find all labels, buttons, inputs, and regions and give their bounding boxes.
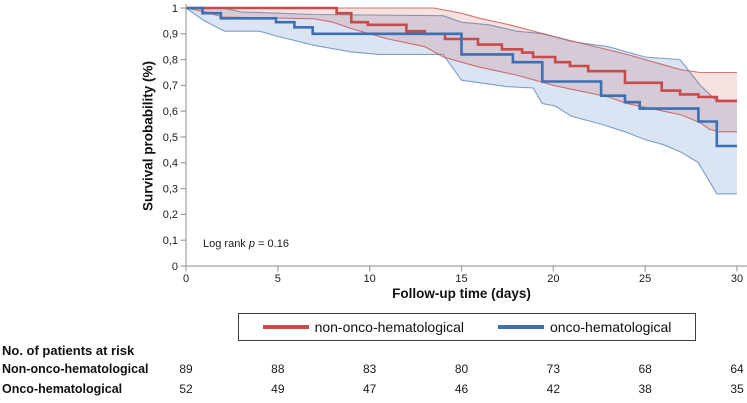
risk-count-value: 38 (638, 381, 652, 396)
blue-line-swatch-icon (498, 325, 545, 329)
x-tick-label: 30 (731, 273, 743, 285)
red-ci-upper-line (186, 7, 737, 74)
km-plot-canvas: 1 0,9 0,8 0,7 0,6 0,5 0,4 0,3 0,2 0,1 00 5 10 15 20 25 3… (163, 3, 747, 285)
legend-label-non-onco: non-onco-hematological (314, 319, 465, 335)
logrank-text-after: = 0.16 (255, 238, 289, 250)
blue-ci-lower-line (185, 7, 737, 195)
red-survival-curve (186, 6, 737, 103)
risk-count-value: 46 (454, 381, 469, 396)
x-tick-label: 0 (183, 273, 189, 285)
risk-count-value: 73 (546, 362, 560, 376)
risk-count-value: 83 (362, 362, 377, 376)
red-ci-lower-line (185, 7, 737, 133)
y-tick-label: 0,8 (163, 54, 178, 66)
blue-survival-curve (186, 6, 737, 148)
risk-table-header: No. of patients at risk (2, 343, 135, 358)
risk-count-value: 68 (638, 362, 652, 376)
logrank-p-symbol: p (248, 238, 255, 250)
risk-row-label: Non-onco-hematological (2, 362, 149, 376)
x-tick-label: 10 (364, 273, 376, 285)
legend-item-non-onco: non-onco-hematological (262, 319, 465, 335)
risk-count-value: 35 (730, 381, 744, 396)
logrank-text-before: Log rank (203, 238, 249, 250)
y-tick-label: 0,9 (163, 29, 178, 41)
risk-count-value: 47 (362, 381, 377, 396)
risk-count-value: 89 (179, 362, 193, 376)
y-tick-label: 0,4 (163, 158, 178, 170)
risk-count-value: 64 (730, 362, 744, 376)
x-tick-label: 25 (639, 273, 651, 285)
y-tick-label: 0,5 (163, 132, 178, 144)
legend-label-onco: onco-hematological (550, 319, 672, 335)
legend-box: non-onco-hematological onco-hematologica… (238, 313, 696, 341)
risk-count-value: 42 (546, 381, 560, 396)
legend-item-onco: onco-hematological (498, 319, 671, 335)
logrank-annotation: Log rank p = 0.16 (203, 238, 289, 250)
blue-confidence-band (186, 8, 737, 194)
x-tick-label: 20 (547, 273, 559, 285)
y-tick-label: 0,6 (163, 106, 178, 118)
y-tick-label: 0 (172, 261, 178, 273)
y-axis-title: Survival probability (%) (140, 60, 156, 212)
x-tick-label: 15 (455, 273, 467, 285)
risk-count-value: 52 (179, 381, 193, 396)
x-axis-title: Follow-up time (days) (392, 286, 531, 301)
red-line-swatch-icon (262, 325, 309, 329)
risk-count-value: 88 (271, 362, 285, 376)
risk-count-value: 80 (454, 362, 469, 376)
y-tick-label: 0,2 (163, 209, 178, 221)
y-tick-label: 1 (172, 3, 178, 15)
risk-row-label: Onco-hematological (2, 381, 123, 396)
y-tick-label: 0,7 (163, 80, 178, 92)
x-tick-label: 5 (275, 273, 281, 285)
y-tick-label: 0,1 (163, 235, 178, 247)
risk-count-value: 49 (271, 381, 285, 396)
y-tick-label: 0,3 (163, 183, 178, 195)
